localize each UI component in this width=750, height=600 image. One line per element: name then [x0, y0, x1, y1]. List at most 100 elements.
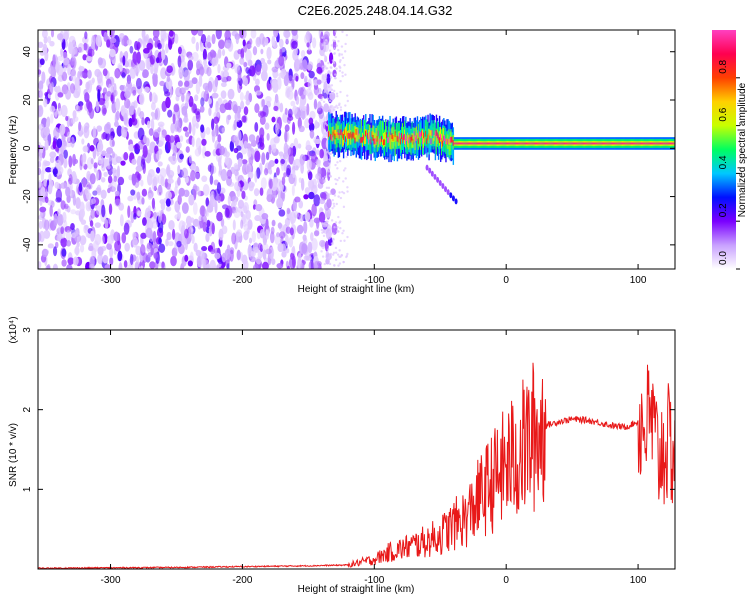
heatmap-cell	[321, 208, 324, 211]
heatmap-cell	[65, 115, 69, 122]
heatmap-cell	[39, 88, 43, 100]
heatmap-cell	[103, 171, 108, 177]
heatmap-cell	[625, 142, 628, 145]
heatmap-cell	[451, 136, 453, 143]
heatmap-cell	[501, 142, 503, 145]
heatmap-cell	[218, 39, 225, 50]
heatmap-cell	[257, 110, 265, 118]
heatmap-cell	[48, 66, 54, 75]
heatmap-cell	[304, 187, 310, 195]
heatmap-cell	[561, 142, 563, 145]
heatmap-cell	[280, 243, 287, 253]
heatmap-cell	[505, 142, 507, 145]
heatmap-cell	[338, 262, 342, 265]
heatmap-cell	[92, 190, 98, 196]
heatmap-cell	[400, 133, 403, 139]
heatmap-cell	[255, 256, 262, 265]
heatmap-cell	[449, 136, 451, 143]
heatmap-cell	[217, 63, 221, 74]
heatmap-cell	[217, 258, 224, 264]
heatmap-cell	[517, 142, 519, 145]
heatmap-cell	[355, 128, 357, 135]
heatmap-cell	[197, 189, 201, 197]
heatmap-cell	[237, 130, 242, 142]
heatmap-cell	[41, 217, 47, 229]
heatmap-cell	[146, 242, 153, 250]
heatmap-cell	[327, 85, 330, 89]
heatmap-cell	[485, 142, 487, 145]
heatmap-cell	[339, 106, 343, 109]
heatmap-cell	[377, 132, 380, 147]
heatmap-cell	[300, 262, 304, 269]
heatmap-cell	[310, 153, 317, 163]
heatmap-cell	[72, 256, 79, 266]
heatmap-cell	[181, 237, 187, 246]
heatmap-cell	[627, 142, 630, 145]
heatmap-cell	[345, 136, 347, 143]
heatmap-cell	[640, 142, 642, 145]
heatmap-cell	[247, 219, 253, 230]
heatmap-cell	[442, 127, 444, 143]
heatmap-cell	[113, 231, 120, 242]
heatmap-cell	[323, 180, 326, 183]
heatmap-cell	[361, 136, 364, 143]
heatmap-cell	[261, 243, 269, 251]
heatmap-cell	[174, 214, 180, 220]
heatmap-cell	[68, 173, 73, 185]
heatmap-cell	[339, 220, 342, 223]
heatmap-cell	[236, 229, 243, 237]
heatmap-cell	[303, 220, 308, 234]
heatmap-cell	[132, 51, 138, 64]
heatmap-cell	[477, 142, 480, 145]
heatmap-cell	[305, 255, 312, 261]
heatmap-cell	[442, 140, 444, 147]
heatmap-cell	[208, 226, 213, 237]
heatmap-cell	[639, 142, 641, 145]
heatmap-cell	[474, 142, 477, 145]
heatmap-cell	[511, 142, 514, 145]
heatmap-cell	[345, 155, 348, 159]
heatmap-cell	[387, 137, 389, 144]
heatmap-cell	[423, 132, 425, 139]
heatmap-cell	[165, 206, 172, 212]
heatmap-cell	[372, 125, 374, 140]
heatmap-cell	[206, 66, 212, 77]
heatmap-cell	[341, 231, 344, 235]
heatmap-cell	[130, 210, 135, 224]
heatmap-cell	[596, 142, 598, 145]
heatmap-cell	[218, 156, 222, 168]
heatmap-cell	[239, 57, 245, 65]
heatmap-cell	[668, 142, 671, 145]
heatmap-cell	[302, 154, 306, 163]
heatmap-cell	[329, 105, 332, 109]
heatmap-cell	[126, 39, 132, 46]
heatmap-cell	[140, 244, 146, 256]
heatmap-cell	[157, 127, 161, 133]
heatmap-cell	[42, 43, 48, 56]
heatmap-cell	[568, 142, 571, 145]
heatmap-cell	[62, 51, 68, 60]
heatmap-cell	[337, 103, 341, 107]
heatmap-cell	[339, 196, 343, 200]
heatmap-cell	[334, 178, 337, 181]
heatmap-cell	[57, 208, 61, 216]
heatmap-cell	[177, 164, 181, 175]
heatmap-cell	[221, 127, 225, 134]
heatmap-cell	[231, 30, 238, 37]
heatmap-cell	[288, 236, 294, 248]
heatmap-cell	[114, 190, 120, 197]
heatmap-cell	[138, 92, 145, 106]
heatmap-cell	[38, 220, 43, 230]
heatmap-cell	[183, 69, 190, 83]
heatmap-cell	[344, 167, 347, 170]
heatmap-cell	[117, 250, 123, 262]
heatmap-cell	[125, 87, 133, 96]
heatmap-cell	[343, 239, 346, 242]
heatmap-cell	[346, 94, 349, 97]
heatmap-cell	[381, 120, 384, 147]
heatmap-cell	[182, 126, 189, 132]
heatmap-cell	[416, 133, 419, 139]
heatmap-cell	[328, 158, 331, 161]
heatmap-cell	[170, 122, 175, 134]
heatmap-cell	[141, 197, 145, 205]
